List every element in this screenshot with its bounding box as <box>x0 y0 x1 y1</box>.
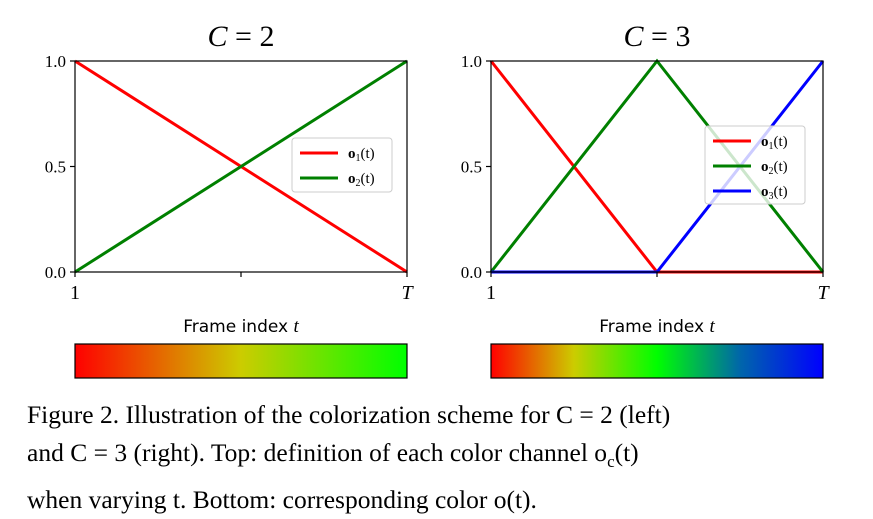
chart-1-colorbar <box>74 343 408 379</box>
chart-2-title: C = 3 <box>624 20 691 53</box>
chart-1-xtick-label-1: 1 <box>70 282 80 304</box>
chart-2-legend-label-2: o2(t) <box>761 159 788 177</box>
chart-1-legend-label-2: o2(t) <box>348 171 375 189</box>
chart-2-legend-label-1: o1(t) <box>761 134 788 152</box>
chart-2-xtick-label-3: T <box>817 282 830 304</box>
chart-1-xtick-label-3: T <box>401 282 414 304</box>
chart-1-title: C = 2 <box>208 20 275 53</box>
chart-1-ytick-label-1: 0.0 <box>45 263 66 282</box>
chart-2-legend-label-3: o3(t) <box>761 184 788 202</box>
chart-1-legend-box <box>291 137 393 193</box>
chart-2-ytick-label-3: 1.0 <box>461 52 482 71</box>
chart-2-ytick-label-2: 0.5 <box>461 158 482 177</box>
chart-2-legend-box <box>704 125 806 205</box>
caption-line-2-tail: (t) <box>614 438 639 467</box>
caption-line-2: and C = 3 (right). Top: definition of ea… <box>27 434 847 481</box>
chart-2-colorbar <box>490 343 824 379</box>
caption-line-2-subscript: c <box>607 452 615 472</box>
chart-1-ytick-label-2: 0.5 <box>45 158 66 177</box>
chart-1-ytick-label-3: 1.0 <box>45 52 66 71</box>
caption-line-2-text: and C = 3 (right). Top: definition of ea… <box>27 438 608 467</box>
caption-line-3: when varying t. Bottom: corresponding co… <box>27 485 537 515</box>
caption-line-1: Figure 2. Illustration of the colorizati… <box>27 400 671 429</box>
chart-2-xlabel: Frame index t <box>599 316 715 337</box>
chart-1-xlabel: Frame index t <box>183 316 299 337</box>
chart-2-xtick-label-1: 1 <box>486 282 496 304</box>
chart-1-series-2-line <box>74 59 408 274</box>
chart-2-ytick-label-1: 0.0 <box>461 263 482 282</box>
figure: C = 2 0.0 0.5 1.0 1 T Frame index t o1(t) o2(t) C… <box>45 20 830 379</box>
chart-1-legend-label-1: o1(t) <box>348 146 375 164</box>
figure-caption: Figure 2. Illustration of the colorizati… <box>27 396 847 519</box>
